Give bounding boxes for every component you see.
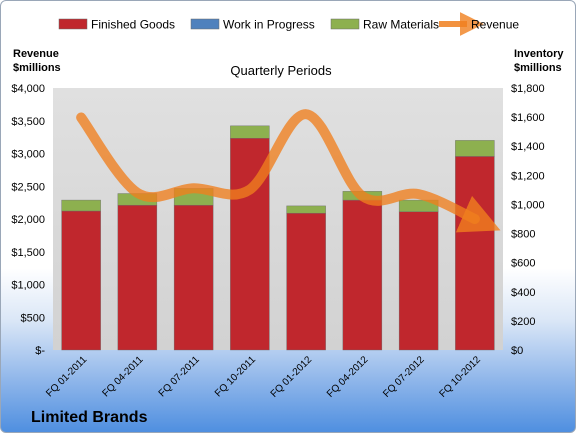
bar-finished-goods (398, 211, 439, 351)
bar-raw-materials (230, 125, 270, 139)
legend-label: Work in Progress (223, 18, 315, 32)
right-tick-label: $200 (511, 316, 535, 328)
left-tick-label: $3,500 (11, 116, 45, 128)
bar-raw-materials (61, 199, 101, 212)
chart-subtitle: Quarterly Periods (230, 63, 332, 78)
right-axis-title: Inventory $millions (514, 48, 567, 74)
revenue-line (76, 109, 501, 233)
legend-label: Finished Goods (91, 18, 175, 32)
legend-swatch (330, 18, 360, 30)
legend: Finished Goods Work in Progress Raw Materi… (58, 12, 519, 36)
legend-label: Revenue (471, 18, 519, 32)
left-tick-label: $500 (21, 312, 45, 324)
category-label: FQ 10-2011 (213, 354, 258, 399)
left-tick-label: $1,500 (11, 247, 45, 259)
legend-swatch (58, 18, 88, 30)
right-tick-label: $800 (511, 229, 535, 241)
category-label: FQ 04-2012 (325, 354, 371, 400)
left-tick-label: $2,000 (11, 214, 45, 226)
category-label: FQ 01-2011 (44, 354, 89, 399)
bar-finished-goods (286, 212, 326, 351)
right-tick-label: $1,000 (511, 199, 545, 211)
right-tick-label: $400 (511, 287, 535, 299)
bar-finished-goods (61, 210, 101, 351)
bar-finished-goods (117, 204, 158, 351)
legend-label: Raw Materials (363, 18, 439, 32)
right-axis-ticks: $0 $200 $400 $600 $800 $1,000 $1,200 $1,400 $1,6… (511, 83, 545, 357)
bar-raw-materials (286, 205, 326, 214)
bars-layer (61, 125, 495, 351)
revenue-line-layer (76, 109, 501, 233)
right-tick-label: $600 (511, 258, 535, 270)
right-tick-label: $1,200 (511, 170, 545, 182)
bar-finished-goods (455, 156, 495, 351)
left-tick-label: $3,000 (11, 149, 45, 161)
right-tick-label: $1,800 (511, 83, 545, 95)
category-labels: FQ 01-2011 FQ 04-2011 FQ 07-2011 FQ 10-2011… (44, 354, 483, 400)
category-label: FQ 07-2011 (157, 354, 202, 399)
left-tick-label: $4,000 (11, 83, 45, 95)
category-label: FQ 10-2012 (437, 354, 483, 400)
right-tick-label: $0 (511, 345, 523, 357)
left-tick-label: $1,000 (11, 280, 45, 292)
legend-swatch (190, 18, 220, 30)
bar-finished-goods (342, 199, 383, 351)
bar-finished-goods (173, 204, 214, 351)
category-label: FQ 07-2012 (381, 354, 427, 400)
left-tick-label: $2,500 (11, 181, 45, 193)
category-label: FQ 01-2012 (269, 354, 315, 400)
right-tick-label: $1,600 (511, 112, 545, 124)
right-tick-label: $1,400 (511, 141, 545, 153)
category-label: FQ 04-2011 (101, 354, 146, 399)
bar-raw-materials (455, 140, 495, 157)
left-axis-title: Revenue $millions (13, 48, 62, 74)
left-tick-label: $- (35, 345, 45, 357)
chart-title: Limited Brands (31, 409, 148, 426)
left-axis-ticks: $- $500 $1,000 $1,500 $2,000 $2,500 $3,000 $3,5… (11, 83, 45, 357)
